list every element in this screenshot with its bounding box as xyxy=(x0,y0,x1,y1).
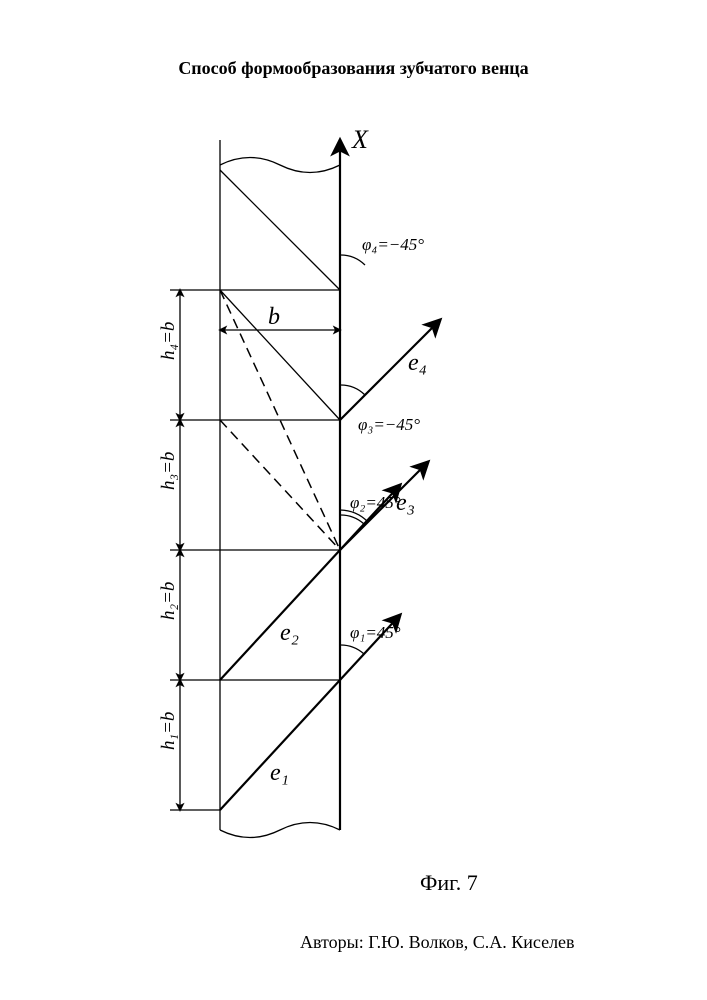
vector-e1 xyxy=(220,615,400,810)
vector-e1-label: e₁ xyxy=(270,760,289,786)
page-title: Способ формообразования зубчатого венца xyxy=(0,58,707,79)
dim-h4-label: h₄=b xyxy=(158,322,179,360)
phi4-label: φ₄=−45° xyxy=(362,235,424,254)
break-top xyxy=(220,158,340,173)
figure-svg: X h₁=b h₂=b h₃=b h₄=b b xyxy=(140,110,560,850)
diag-3 xyxy=(220,420,340,550)
vector-e3-label: e₃ xyxy=(396,490,415,516)
figure-caption: Фиг. 7 xyxy=(420,870,478,896)
vector-e2 xyxy=(220,485,400,680)
phi1-label: φ₁=45° xyxy=(350,623,401,642)
dim-h2-label: h₂=b xyxy=(158,582,179,620)
phi3-label: φ₃=−45° xyxy=(358,415,420,434)
dim-h3-label: h₃=b xyxy=(158,452,179,490)
arc-phi1 xyxy=(340,645,364,654)
vector-e4-label: e₄ xyxy=(408,350,427,376)
x-axis-label: X xyxy=(351,125,369,154)
arc-phi3b xyxy=(340,385,365,395)
diag-top xyxy=(220,170,340,290)
vector-e2-label: e₂ xyxy=(280,620,299,646)
dim-b-label: b xyxy=(268,304,280,330)
arc-phi4 xyxy=(340,255,365,265)
diag-4 xyxy=(220,290,340,420)
break-bottom xyxy=(220,823,340,838)
dim-h1-label: h₁=b xyxy=(158,712,179,750)
authors-line: Авторы: Г.Ю. Волков, С.А. Киселев xyxy=(300,932,575,953)
